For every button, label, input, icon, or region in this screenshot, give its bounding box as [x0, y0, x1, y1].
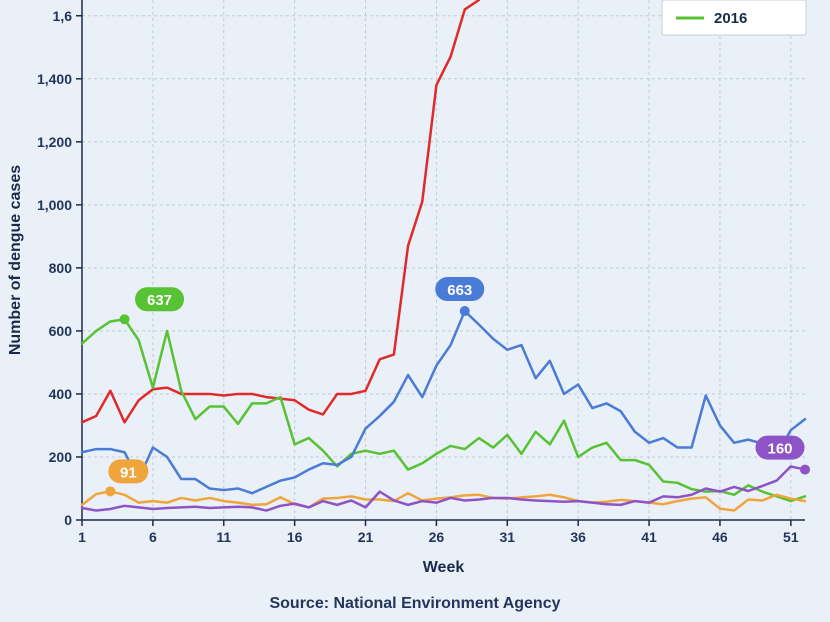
y-tick-label: 1,6: [53, 8, 73, 24]
y-tick-label: 600: [49, 323, 73, 339]
y-tick-label: 200: [49, 449, 73, 465]
x-tick-label: 1: [78, 529, 86, 545]
x-tick-label: 6: [149, 529, 157, 545]
callout-label: 637: [147, 292, 172, 309]
callout-label: 663: [447, 282, 472, 299]
callout-dot: [120, 314, 130, 324]
chart-bg: [0, 0, 830, 622]
y-tick-label: 400: [49, 386, 73, 402]
callout-dot: [800, 465, 810, 475]
legend-label: 2016: [714, 10, 747, 27]
x-tick-label: 16: [287, 529, 303, 545]
callout-label: 91: [120, 464, 137, 481]
x-tick-label: 46: [712, 529, 728, 545]
x-axis-label: Week: [423, 559, 465, 576]
y-tick-label: 1,200: [37, 134, 72, 150]
callout-label: 160: [767, 441, 792, 458]
dengue-cases-chart: 1611162126313641465102004006008001,0001,…: [0, 0, 830, 622]
x-tick-label: 36: [570, 529, 586, 545]
callout-dot: [460, 306, 470, 316]
x-tick-label: 21: [358, 529, 374, 545]
x-tick-label: 51: [783, 529, 799, 545]
y-tick-label: 1,000: [37, 197, 72, 213]
y-tick-label: 1,400: [37, 71, 72, 87]
x-tick-label: 11: [216, 529, 231, 545]
x-tick-label: 31: [500, 529, 516, 545]
chart-svg: 1611162126313641465102004006008001,0001,…: [0, 0, 830, 622]
y-tick-label: 0: [64, 512, 72, 528]
y-tick-label: 800: [49, 260, 73, 276]
source-text: Source: National Environment Agency: [269, 595, 560, 612]
callout-dot: [105, 486, 115, 496]
x-tick-label: 26: [429, 529, 445, 545]
x-tick-label: 41: [641, 529, 657, 545]
y-axis-label: Number of dengue cases: [7, 165, 24, 355]
